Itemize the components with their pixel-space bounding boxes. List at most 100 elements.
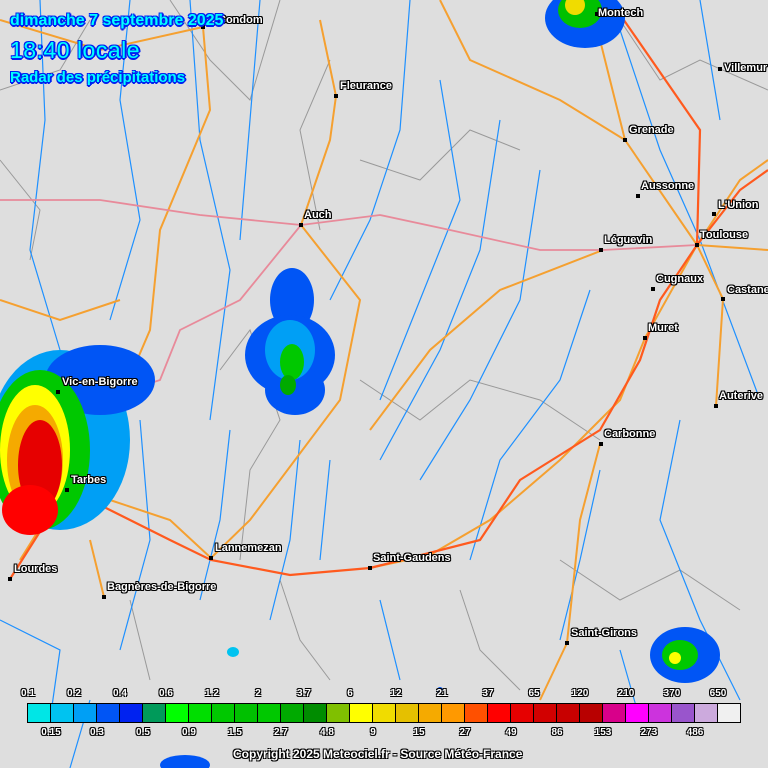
- radar-echo: [437, 687, 443, 693]
- city-label: Auterive: [719, 390, 764, 402]
- city-label: Tarbes: [71, 474, 107, 486]
- city-marker: [56, 390, 60, 394]
- legend-bottom-label: 0.9: [182, 727, 196, 738]
- date-label: dimanche 7 septembre 2025: [10, 12, 224, 29]
- legend-swatch: [580, 704, 603, 722]
- city-label: Villemur: [724, 62, 768, 74]
- legend-swatch: [258, 704, 281, 722]
- legend-top-label: 21: [436, 688, 448, 699]
- radar-echo: [280, 344, 304, 380]
- city-marker: [651, 287, 655, 291]
- city-label: Aussonne: [641, 180, 695, 192]
- legend-swatch: [166, 704, 189, 722]
- time-label: 18:40 locale: [10, 37, 141, 63]
- radar-echo: [2, 485, 58, 535]
- legend-bottom-label: 86: [551, 727, 563, 738]
- legend-bottom-label: 0.5: [136, 727, 150, 738]
- legend-swatch: [235, 704, 258, 722]
- legend-swatch: [327, 704, 350, 722]
- city-marker: [643, 336, 647, 340]
- legend-swatch: [419, 704, 442, 722]
- legend-bottom-label: 1.5: [228, 727, 242, 738]
- city-marker: [712, 212, 716, 216]
- legend-swatch: [695, 704, 718, 722]
- precipitation-legend: [27, 703, 741, 723]
- city-marker: [209, 556, 213, 560]
- legend-swatch: [51, 704, 74, 722]
- radar-echo: [160, 755, 210, 768]
- legend-swatch: [212, 704, 235, 722]
- legend-swatch: [649, 704, 672, 722]
- city-marker: [299, 223, 303, 227]
- legend-top-label: 120: [571, 688, 589, 699]
- legend-swatch: [396, 704, 419, 722]
- city-marker: [201, 25, 205, 29]
- legend-swatch: [97, 704, 120, 722]
- radar-echo: [565, 0, 585, 15]
- city-marker: [721, 297, 725, 301]
- city-label: Montech: [598, 7, 644, 19]
- legend-swatch: [350, 704, 373, 722]
- city-label: Grenade: [629, 124, 674, 136]
- legend-bottom-label: 2.7: [274, 727, 288, 738]
- radar-echo: [265, 365, 325, 415]
- city-label: Saint-Gaudens: [373, 552, 451, 564]
- radar-echo: [227, 647, 239, 657]
- city-label: Vic-en-Bigorre: [62, 376, 138, 388]
- legend-swatch: [442, 704, 465, 722]
- legend-bottom-label: 153: [594, 727, 612, 738]
- legend-swatch: [718, 704, 740, 722]
- legend-bottom-label: 49: [505, 727, 517, 738]
- city-marker: [65, 488, 69, 492]
- city-marker: [565, 641, 569, 645]
- legend-top-label: 370: [663, 688, 681, 699]
- legend-bottom-label: 27: [459, 727, 471, 738]
- city-marker: [599, 442, 603, 446]
- legend-top-label: 2: [255, 688, 261, 699]
- legend-top-label: 1.2: [205, 688, 219, 699]
- legend-swatch: [626, 704, 649, 722]
- legend-swatch: [189, 704, 212, 722]
- legend-top-label: 12: [390, 688, 402, 699]
- legend-top-label: 6: [347, 688, 353, 699]
- city-marker: [595, 12, 599, 16]
- city-label: Condom: [218, 14, 263, 26]
- city-label: Auch: [304, 209, 332, 221]
- legend-bottom-label: 4.8: [320, 727, 334, 738]
- legend-top-label: 0.2: [67, 688, 81, 699]
- legend-swatch: [534, 704, 557, 722]
- legend-swatch: [511, 704, 534, 722]
- legend-top-label: 0.6: [159, 688, 173, 699]
- legend-bottom-label: 9: [370, 727, 376, 738]
- legend-swatch: [603, 704, 626, 722]
- city-marker: [368, 566, 372, 570]
- map-subtitle: Radar des précipitations: [10, 69, 186, 86]
- radar-echo: [669, 652, 681, 664]
- legend-swatch: [304, 704, 327, 722]
- city-label: Toulouse: [700, 229, 749, 241]
- city-label: Bagnères-de-Bigorre: [107, 581, 217, 593]
- city-marker: [599, 248, 603, 252]
- legend-swatch: [28, 704, 51, 722]
- legend-bottom-label: 273: [640, 727, 658, 738]
- legend-swatch: [488, 704, 511, 722]
- radar-echo: [280, 375, 296, 395]
- legend-top-label: 3.7: [297, 688, 311, 699]
- city-marker: [636, 194, 640, 198]
- legend-top-label: 0.4: [113, 688, 127, 699]
- legend-swatch: [465, 704, 488, 722]
- city-marker: [714, 404, 718, 408]
- city-label: Saint-Girons: [571, 627, 638, 639]
- legend-bottom-label: 486: [686, 727, 704, 738]
- legend-top-label: 65: [528, 688, 540, 699]
- legend-top-label: 0.1: [21, 688, 35, 699]
- precipitation-echoes: [0, 0, 720, 768]
- legend-swatch: [557, 704, 580, 722]
- city-label: L'Union: [718, 199, 759, 211]
- city-label: Castanet: [727, 284, 768, 296]
- city-label: Muret: [648, 322, 678, 334]
- city-marker: [8, 577, 12, 581]
- city-marker: [334, 94, 338, 98]
